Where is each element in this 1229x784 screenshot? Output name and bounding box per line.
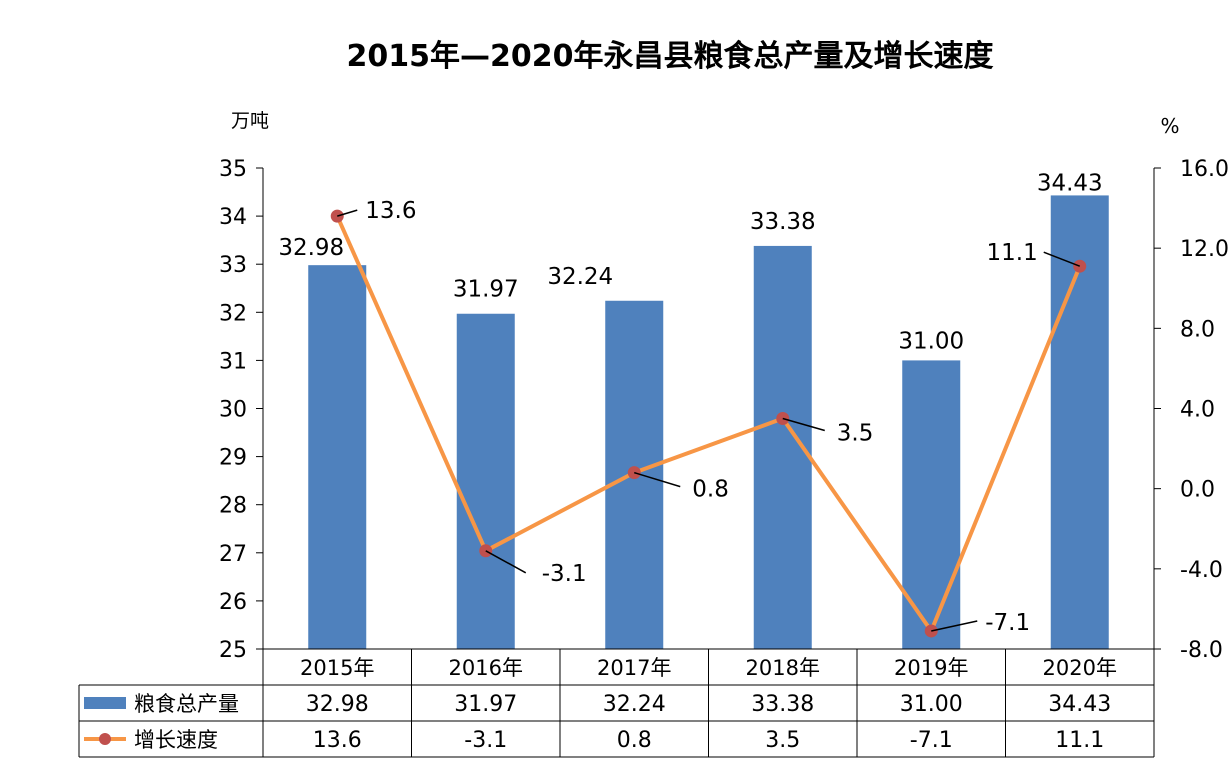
right-tick-label: 12.0: [1180, 237, 1229, 262]
bar: [456, 313, 515, 649]
left-tick-label: 34: [219, 205, 247, 230]
line-value-label: 13.6: [365, 198, 416, 224]
plot-area: 25 26 27 28 29 30 31 32 33 34 35 -8.0 -4.0 0.0 4.0 8.0 1…: [219, 157, 1229, 663]
bar-value-label: 34.43: [1037, 170, 1103, 196]
right-tick-label: -4.0: [1180, 558, 1223, 583]
legend-series-name: 粮食总产量: [134, 692, 239, 716]
line-label-leader: [1043, 251, 1081, 267]
left-tick-label: 33: [219, 253, 247, 278]
table-cell-value: -3.1: [464, 728, 507, 753]
line-label-leader: [634, 471, 681, 488]
legend-swatch-bar: [84, 697, 126, 709]
left-tick-label: 31: [219, 349, 247, 374]
category-label: 2015年: [300, 656, 374, 680]
legend-series-name: 增长速度: [134, 728, 218, 752]
left-tick-label: 29: [219, 446, 247, 471]
table-cell-value: 13.6: [313, 728, 362, 753]
bar: [902, 360, 961, 649]
bar: [308, 265, 367, 649]
table-cell-value: 32.98: [306, 692, 369, 717]
table-cell-value: 0.8: [617, 728, 652, 753]
category-label: 2019年: [894, 656, 968, 680]
line-label-leader: [485, 550, 527, 574]
bar-value-label: 32.98: [278, 235, 344, 261]
table-cell-value: 31.97: [454, 692, 517, 717]
category-label: 2016年: [449, 656, 523, 680]
line-value-label: -3.1: [542, 561, 587, 587]
table-cell-value: 11.1: [1055, 728, 1104, 753]
table-cell-value: 32.24: [603, 692, 666, 717]
line-value-label: 11.1: [987, 240, 1038, 266]
right-tick-label: -8.0: [1180, 638, 1223, 663]
table-cell-value: 3.5: [765, 728, 800, 753]
left-tick-label: 32: [219, 301, 247, 326]
left-tick-label: 35: [219, 157, 247, 182]
right-axis-unit: %: [1160, 114, 1179, 138]
table-cell-value: 34.43: [1048, 692, 1111, 717]
bar-value-label: 33.38: [750, 209, 816, 235]
left-tick-label: 28: [219, 494, 247, 519]
chart-title: 2015年—2020年永昌县粮食总产量及增长速度: [347, 39, 994, 74]
left-tick-label: 30: [219, 398, 247, 423]
category-label: 2017年: [597, 656, 671, 680]
bar-value-label: 31.00: [898, 328, 964, 354]
line-label-leader: [782, 417, 825, 432]
line-series: [335, 215, 1082, 633]
line-value-label: -7.1: [985, 610, 1030, 636]
table-cell-value: 33.38: [751, 692, 814, 717]
right-tick-label: 8.0: [1180, 317, 1215, 342]
line-label-leader: [337, 209, 358, 217]
right-tick-label: 4.0: [1180, 398, 1215, 423]
left-axis-unit: 万吨: [231, 110, 269, 132]
legend-swatch-marker: [99, 733, 111, 745]
line-value-label: 0.8: [692, 477, 729, 503]
right-tick-label: 16.0: [1180, 157, 1229, 182]
left-tick-label: 27: [219, 542, 247, 567]
bar-value-label: 31.97: [453, 277, 519, 303]
right-tick-label: 0.0: [1180, 478, 1215, 503]
left-tick-label: 26: [219, 590, 247, 615]
table-cell-value: 31.00: [900, 692, 963, 717]
category-label: 2018年: [746, 656, 820, 680]
table-cell-value: -7.1: [910, 728, 953, 753]
line-label-leader: [931, 620, 978, 632]
line-value-label: 3.5: [837, 421, 874, 447]
category-label: 2020年: [1043, 656, 1117, 680]
left-tick-label: 25: [219, 638, 247, 663]
bar-value-label: 32.24: [547, 264, 613, 290]
